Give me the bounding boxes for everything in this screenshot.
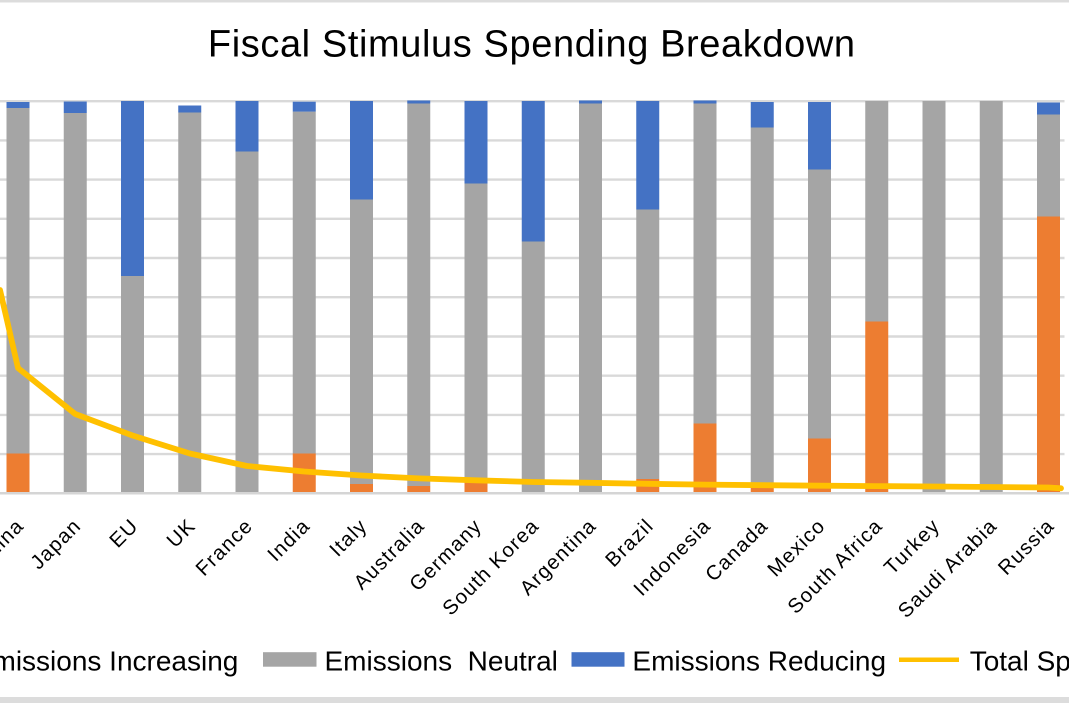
svg-text:Emissions Reducing: Emissions Reducing <box>632 645 886 676</box>
svg-text:Total Spending: Total Spending <box>970 645 1069 676</box>
svg-text:Fiscal Stimulus Spending Break: Fiscal Stimulus Spending Breakdown <box>208 23 856 65</box>
svg-text:Emissions Increasing: Emissions Increasing <box>0 645 238 676</box>
svg-text:Emissions Neutral: Emissions Neutral <box>325 645 558 676</box>
